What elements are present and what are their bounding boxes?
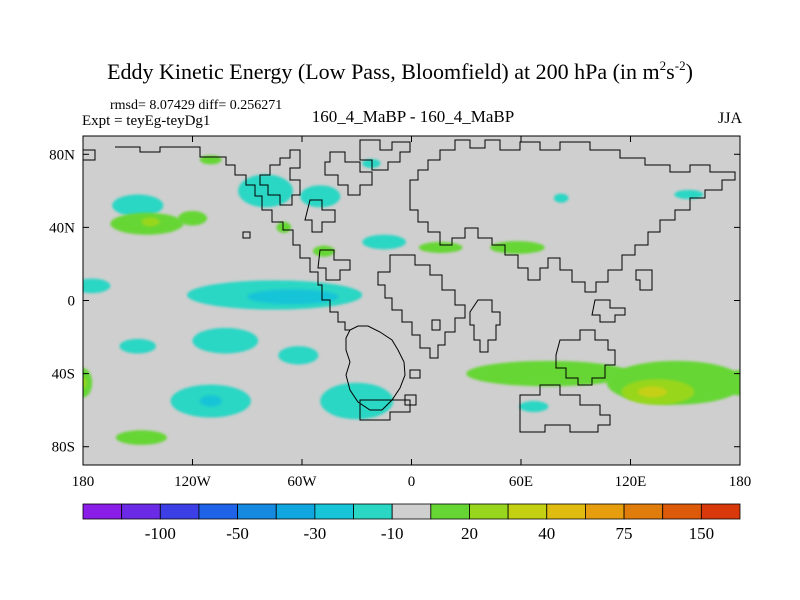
y-tick-label-4: 80S — [52, 440, 75, 456]
anomaly-region-na-west-cyan — [238, 174, 293, 208]
colorbar-swatch-0 — [82, 503, 123, 520]
stats-text: rmsd= 8.07429 diff= 0.256271 — [110, 98, 283, 113]
anomaly-region-asia-cyan — [553, 193, 569, 203]
colorbar-label-7: 150 — [689, 524, 715, 543]
colorbar: -100 -50 -30 -10 20 40 75 150 — [82, 503, 741, 543]
colorbar-label-6: 75 — [616, 524, 633, 543]
colorbar-swatch-9 — [430, 503, 470, 520]
colorbar-swatch-1 — [121, 503, 161, 520]
x-tick-label-1: 120W — [174, 474, 212, 490]
colorbar-swatch-3 — [198, 503, 238, 520]
anomaly-region-west-edge-yellow — [83, 377, 87, 389]
anomaly-region-canada-green — [276, 221, 292, 233]
coastline — [83, 139, 736, 433]
x-tick-label-4: 60E — [509, 474, 533, 490]
colorbar-label-5: 40 — [538, 524, 555, 543]
anomaly-region-ne-asia-cyan — [674, 189, 704, 200]
colorbar-label-0: -100 — [145, 524, 176, 543]
colorbar-label-4: 20 — [461, 524, 478, 543]
anomaly-region-us-green — [312, 245, 335, 257]
colorbar-swatch-10 — [469, 503, 509, 520]
anomaly-region-s-pacific-green — [115, 430, 167, 445]
anomaly-region-n-pacific-green-core — [141, 217, 160, 227]
anomaly-region-n-atlantic-cyan — [362, 234, 407, 250]
colorbar-swatch-11 — [507, 503, 548, 520]
x-tick-label-0: 180 — [72, 474, 95, 490]
anomaly-region-s-indian-cyan — [519, 401, 549, 412]
anomaly-region-europe-green — [418, 242, 463, 253]
colorbar-swatch-4 — [237, 503, 277, 520]
anomaly-region-s-indian-yellow-core — [637, 386, 668, 398]
anomaly-region-pacific-tropical-cyan — [83, 278, 111, 294]
experiment-label: Expt = teyEg-teyDg1 — [82, 113, 211, 129]
anomaly-region-west-edge-green — [83, 368, 93, 398]
map-background — [83, 136, 740, 465]
x-axis: 180 120W 60W 0 60E 120E 180 — [72, 136, 752, 490]
colorbar-swatch-5 — [275, 503, 316, 520]
anomaly-region-s-atlantic-cyan — [320, 382, 394, 420]
y-axis: 80N 40N 0 40S 80S — [49, 147, 740, 456]
colorbar-swatch-15 — [662, 503, 702, 520]
colorbar-swatch-2 — [159, 503, 200, 520]
run-comparison-label: 160_4_MaBP - 160_4_MaBP — [311, 107, 515, 126]
anomaly-region-arctic-cyan — [362, 158, 381, 168]
anomaly-region-sw-pacific-cyan — [119, 338, 156, 354]
anomaly-region-na-cyan-2 — [300, 185, 341, 208]
anomaly-regions — [83, 155, 740, 445]
x-tick-label-3: 0 — [408, 474, 416, 490]
y-tick-label-2: 0 — [68, 294, 76, 310]
colorbar-swatch-12 — [546, 503, 586, 520]
chart-title: Eddy Kinetic Energy (Low Pass, Bloomfiel… — [107, 58, 693, 84]
x-tick-label-5: 120E — [615, 474, 647, 490]
anomaly-region-s-pacific-blue — [199, 395, 222, 407]
anomaly-region-n-pacific-cyan — [112, 194, 164, 217]
x-tick-label-2: 60W — [287, 474, 317, 490]
anomaly-region-indian-green-band — [466, 360, 631, 387]
colorbar-label-2: -30 — [304, 524, 327, 543]
colorbar-swatch-6 — [314, 503, 354, 520]
season-label: JJA — [717, 110, 742, 127]
anomaly-region-equatorial-blue — [247, 289, 339, 305]
colorbar-label-3: -10 — [381, 524, 404, 543]
y-tick-label-0: 80N — [49, 147, 75, 163]
y-tick-label-1: 40N — [49, 220, 75, 236]
anomaly-region-asia-green — [489, 241, 545, 254]
colorbar-swatch-16 — [700, 503, 741, 520]
anomaly-region-east-edge-green — [730, 369, 740, 396]
anomaly-region-n-pacific-green-2 — [177, 210, 208, 226]
colorbar-swatch-13 — [585, 503, 625, 520]
anomaly-region-s-pacific-cyan-2 — [278, 346, 319, 365]
x-tick-label-6: 180 — [729, 474, 752, 490]
colorbar-swatch-8 — [391, 503, 432, 520]
colorbar-swatch-7 — [353, 503, 393, 520]
anomaly-region-s-pacific-cyan — [192, 327, 259, 354]
colorbar-swatch-14 — [623, 503, 664, 520]
y-tick-label-3: 40S — [52, 367, 75, 383]
colorbar-label-1: -50 — [226, 524, 249, 543]
